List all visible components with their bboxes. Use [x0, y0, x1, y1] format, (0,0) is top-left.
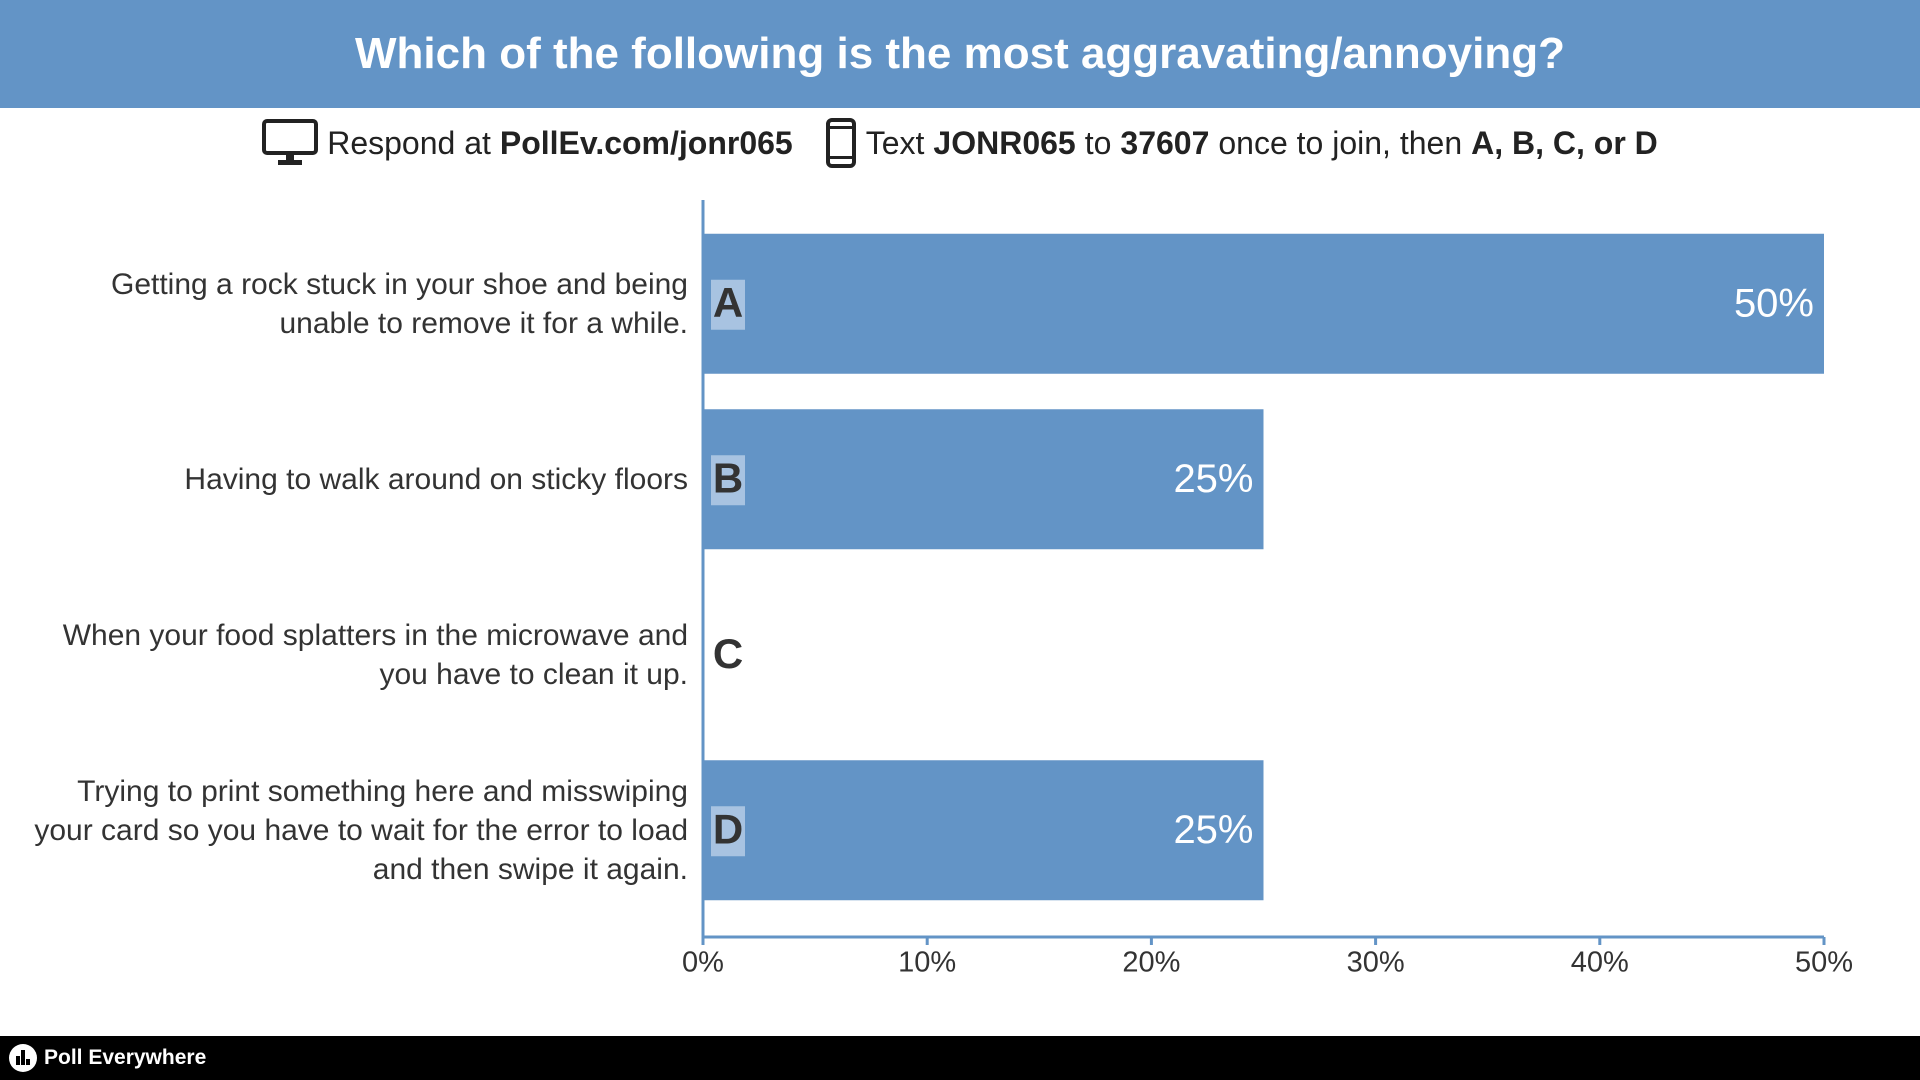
bar	[703, 760, 1264, 901]
footer: Poll Everywhere	[0, 1036, 1920, 1080]
option-letter: A	[713, 279, 743, 326]
option-letter: C	[713, 630, 743, 677]
web-instructions: Respond at PollEv.com/jonr065	[262, 119, 793, 167]
value-label: 25%	[1173, 457, 1253, 501]
option-letter: D	[713, 805, 743, 852]
value-label: 25%	[1173, 808, 1253, 852]
instruction-text: Text	[865, 124, 925, 161]
chart: 0% 10% 20% 30% 40% 50% 50% A 25% B C 25% D	[682, 200, 1853, 979]
x-tick-label: 20%	[1122, 947, 1180, 979]
letter-box	[711, 455, 745, 506]
category-label: Having to walk around on sticky floors	[184, 462, 688, 496]
category-label: Trying to print something here and missw…	[34, 774, 688, 886]
logo-icon	[9, 1044, 37, 1072]
header: Which of the following is the most aggra…	[0, 0, 1920, 108]
option-letter: B	[713, 454, 743, 501]
brand: Poll Everywhere	[44, 1046, 207, 1069]
value-label: 50%	[1734, 281, 1814, 325]
category-label: When your food splatters in the microwav…	[62, 618, 688, 691]
x-tick-label: 40%	[1571, 947, 1629, 979]
instruction-text: 37607	[1120, 124, 1210, 161]
instruction-text: once to join, then	[1218, 124, 1463, 161]
phone-icon	[825, 118, 856, 168]
x-tick-label: 30%	[1347, 947, 1405, 979]
x-tick-label: 0%	[682, 947, 724, 979]
instruction-text: JONR065	[933, 124, 1076, 161]
instruction-text: Respond at	[327, 124, 491, 161]
bar	[703, 409, 1264, 550]
x-tick-label: 10%	[898, 947, 956, 979]
letter-box	[711, 279, 745, 330]
x-tick-label: 50%	[1795, 947, 1853, 979]
join-instructions: Respond at PollEv.com/jonr065 Text JONR065…	[0, 116, 1920, 170]
text-instructions: Text JONR065 to 37607 once to join, then A, B…	[825, 118, 1658, 168]
bar	[703, 233, 1824, 374]
title: Which of the following is the most aggra…	[355, 29, 1565, 78]
letter-box	[711, 806, 745, 857]
instruction-text: PollEv.com/jonr065	[499, 124, 793, 161]
instruction-text: to	[1084, 124, 1112, 161]
instruction-text: A, B, C, or D	[1471, 124, 1658, 161]
monitor-icon	[262, 119, 319, 165]
category-label: Getting a rock stuck in your shoe and be…	[110, 267, 688, 340]
